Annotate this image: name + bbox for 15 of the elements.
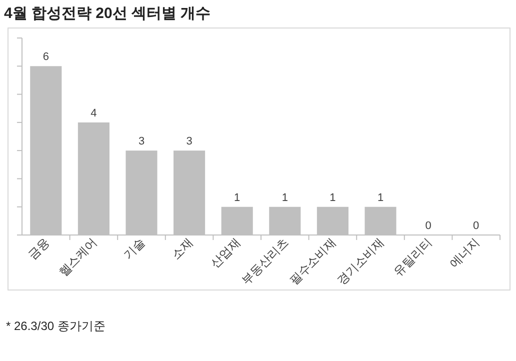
data-label: 1 [282,192,288,204]
data-label: 3 [138,136,145,148]
text: * 26.3/30 종가기준 [6,319,106,333]
data-label: 4 [90,107,97,120]
data-label: 3 [186,136,192,148]
x-tick-label: 금융 [25,235,52,262]
data-label: 1 [234,192,240,204]
chart-title: 4월 합성전략 20선 섹터별 개수 [4,5,211,22]
x-tick-label: 소재 [168,235,196,262]
data-label: 6 [42,51,49,64]
data-label: 1 [377,192,384,204]
data-label: 1 [330,192,336,204]
x-tick-label: 기술 [120,235,148,262]
data-label: 0 [473,220,480,232]
data-label: 0 [425,220,432,232]
